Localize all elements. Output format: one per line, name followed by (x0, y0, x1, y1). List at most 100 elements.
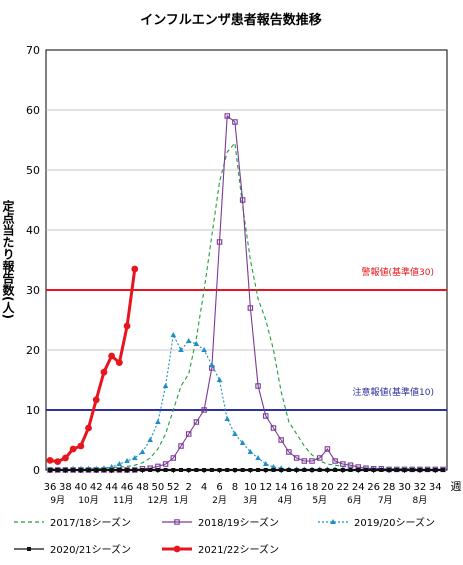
data-point (410, 468, 415, 472)
data-point (170, 455, 177, 461)
data-point (278, 437, 284, 443)
legend: 2017/18シーズン 2018/19シーズン 2019/20シーズン 2020/21… (14, 516, 435, 556)
data-point (162, 383, 169, 388)
series-2017/18シーズン (50, 141, 443, 470)
x-tick-label: 4 (201, 482, 207, 493)
legend-item: 2021/22シーズン (162, 543, 279, 556)
data-point (302, 468, 307, 472)
data-point (239, 440, 246, 445)
month-label: 5月 (312, 495, 327, 506)
series-2019/20シーズン (47, 332, 446, 472)
data-point (193, 341, 200, 346)
y-axis-label: 定点当たり報告数(人) (1, 199, 15, 319)
data-point (148, 468, 153, 472)
x-tick-label: 2 (186, 482, 192, 493)
data-point (394, 468, 399, 472)
x-tick-label: 30 (398, 482, 411, 493)
data-point (179, 468, 183, 472)
data-point (209, 468, 214, 472)
data-point (69, 445, 77, 453)
x-tick-label: 46 (121, 482, 134, 493)
data-point (201, 407, 207, 413)
x-tick-label: 42 (90, 482, 103, 493)
x-tick-label: 28 (383, 482, 396, 493)
x-tick-label: 32 (414, 482, 427, 493)
data-point (255, 455, 261, 460)
x-tick-label: 50 (152, 482, 165, 493)
data-point (131, 265, 139, 273)
x-tick-label: 14 (275, 482, 288, 493)
data-point (240, 468, 245, 472)
data-point (178, 443, 184, 449)
data-point (301, 458, 308, 464)
data-point (324, 446, 331, 452)
threshold-label: 警報値(基準値30) (362, 266, 434, 278)
data-point (117, 468, 122, 472)
data-point (332, 458, 338, 464)
y-tick-label: 10 (26, 404, 40, 417)
y-tick-label: 30 (26, 284, 40, 297)
data-point (316, 455, 323, 461)
data-point (116, 461, 123, 466)
data-point (201, 347, 207, 352)
month-label: 3月 (243, 495, 258, 506)
legend-item: 2020/21シーズン (14, 543, 131, 556)
data-point (333, 468, 338, 472)
data-point (139, 449, 146, 454)
data-point (62, 454, 69, 462)
month-label: 7月 (378, 495, 393, 506)
data-point (239, 197, 246, 203)
data-point (209, 362, 215, 367)
data-point (216, 377, 223, 382)
x-tick-label: 16 (290, 482, 303, 493)
data-point (77, 442, 85, 450)
month-label: 10月 (78, 495, 98, 506)
legend-item: 2019/20シーズン (318, 516, 435, 529)
month-label: 9月 (50, 495, 65, 506)
data-point (178, 347, 184, 352)
x-tick-label: 24 (352, 482, 365, 493)
x-tick-label: 18 (306, 482, 319, 493)
month-label: 1月 (174, 495, 189, 506)
series-2018/19シーズン (47, 113, 446, 473)
data-point (108, 464, 115, 469)
data-point (330, 519, 336, 524)
data-point (71, 468, 76, 472)
data-point (293, 455, 300, 461)
data-point (173, 545, 181, 553)
data-point (85, 424, 92, 432)
data-point (262, 461, 269, 466)
y-tick-label: 40 (26, 224, 40, 237)
threshold-lines: 警報値(基準値30) 注意報値(基準値10) (46, 266, 447, 411)
data-point (270, 464, 277, 469)
legend-marker (27, 547, 31, 551)
series-line (50, 141, 443, 470)
data-point (193, 419, 200, 425)
legend-item: 2017/18シーズン (14, 516, 131, 529)
month-label: 6月 (347, 495, 362, 506)
data-point (247, 449, 254, 454)
data-point (363, 468, 368, 472)
data-point (224, 416, 231, 421)
x-tick-label: 10 (244, 482, 257, 493)
data-point (101, 468, 106, 472)
data-point (255, 383, 261, 389)
month-label: 8月 (413, 495, 428, 506)
y-tick-label: 50 (26, 164, 40, 177)
data-point (271, 468, 276, 472)
legend-item: 2018/19シーズン (162, 516, 279, 529)
series-line (49, 268, 137, 464)
data-point (86, 468, 91, 472)
month-label: 2月 (212, 495, 227, 506)
month-label: 11月 (113, 495, 133, 506)
data-point (232, 119, 238, 125)
data-point (379, 468, 384, 472)
data-point (425, 468, 430, 472)
x-tick-label: 6 (216, 482, 222, 493)
data-point (286, 468, 291, 472)
data-point (224, 113, 230, 119)
data-point (340, 461, 346, 467)
legend-label: 2021/22シーズン (198, 543, 279, 556)
